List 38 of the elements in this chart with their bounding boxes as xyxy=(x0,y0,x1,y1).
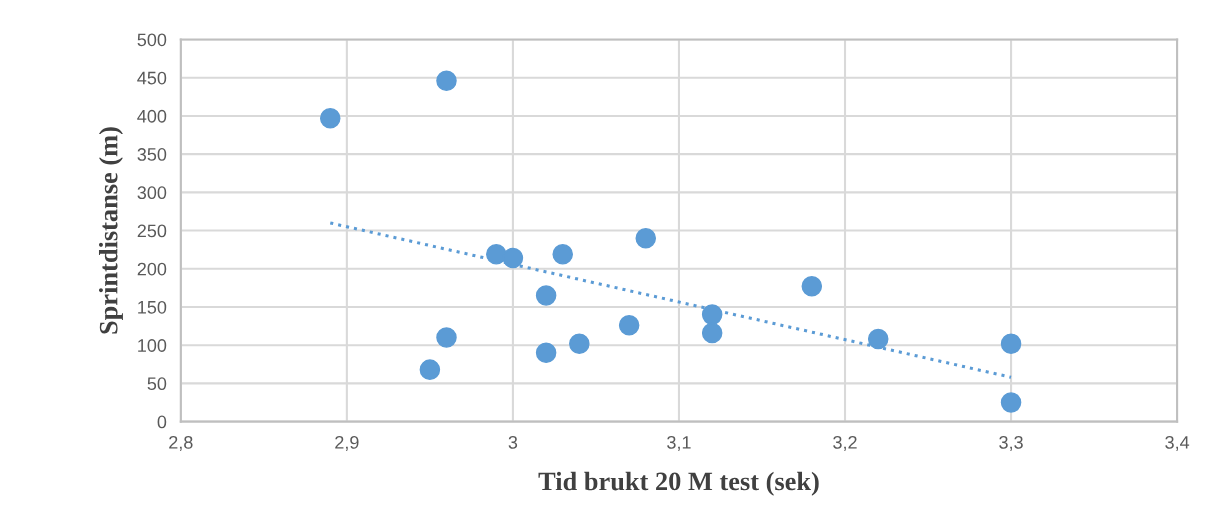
point xyxy=(436,327,457,348)
y-tick-label: 150 xyxy=(138,300,167,314)
point xyxy=(618,315,640,336)
point xyxy=(701,304,723,325)
y-tick-label: 100 xyxy=(138,339,167,352)
y-tick-label: 450 xyxy=(137,71,167,85)
y-tick-label: 300 xyxy=(137,186,167,200)
y-tick-label: 400 xyxy=(137,109,167,123)
y-tick-label: 200 xyxy=(137,262,167,276)
y-axis-title: Sprintdistanse (m) xyxy=(98,127,123,334)
point xyxy=(569,333,590,354)
x-tick-label: 3,4 xyxy=(1165,435,1190,451)
y-tick-label: 500 xyxy=(137,33,167,47)
point xyxy=(419,359,441,380)
x-tick-label: 2,8 xyxy=(169,435,193,451)
y-tick-label: 350 xyxy=(137,148,167,161)
point xyxy=(1000,333,1022,354)
point xyxy=(552,243,573,265)
point xyxy=(867,328,889,350)
point xyxy=(486,243,507,265)
point xyxy=(635,227,657,249)
x-tick-label: 2,9 xyxy=(335,435,359,451)
y-tick-label: 250 xyxy=(137,224,167,238)
point xyxy=(502,247,524,269)
point xyxy=(1000,392,1022,413)
point xyxy=(801,276,823,297)
x-axis-title: Tid brukt 20 M test (sek) xyxy=(538,471,819,496)
x-tick-label: 3 xyxy=(508,435,518,449)
point xyxy=(535,285,557,306)
point xyxy=(535,342,557,364)
x-tick-label: 3,2 xyxy=(833,435,857,451)
point xyxy=(319,107,341,129)
x-tick-label: 3,3 xyxy=(999,435,1023,451)
point xyxy=(436,70,457,92)
x-tick-label: 3,1 xyxy=(667,435,691,451)
point xyxy=(701,322,723,344)
y-tick-label: 50 xyxy=(147,377,167,391)
y-tick-label: 0 xyxy=(157,415,167,429)
